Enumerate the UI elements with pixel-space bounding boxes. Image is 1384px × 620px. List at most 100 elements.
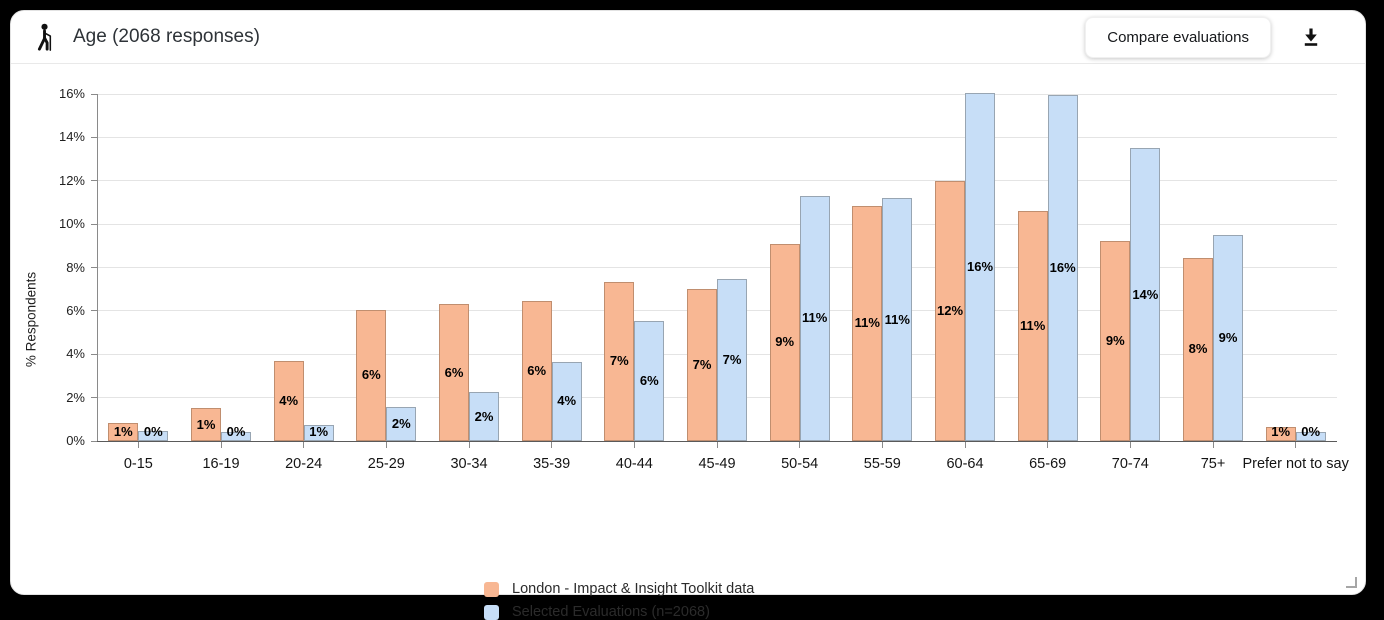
bar-london[interactable] <box>1183 257 1213 441</box>
bar-value-label: 1% <box>309 424 329 439</box>
bar-london[interactable] <box>191 408 221 441</box>
bar-value-label: 16% <box>1049 260 1076 276</box>
bar-london[interactable] <box>1017 211 1048 441</box>
bar-selected-evaluations[interactable] <box>634 320 665 441</box>
bar-value-label: 0% <box>143 424 163 439</box>
bar-value-label: 9% <box>1105 333 1125 349</box>
x-axis-tick <box>1295 442 1297 448</box>
bar-london[interactable] <box>687 289 717 441</box>
y-axis-tick <box>91 267 97 268</box>
grid-line <box>97 180 1337 182</box>
bar-selected-evaluations[interactable] <box>799 195 830 441</box>
y-axis-tick-label: 2% <box>66 389 85 405</box>
legend-item-selected[interactable]: Selected Evaluations (n=2068) <box>484 605 754 620</box>
x-axis-category-label: 30-34 <box>450 456 488 472</box>
bar-value-label: 4% <box>557 393 577 409</box>
x-axis-category-label: 35-39 <box>533 456 571 472</box>
x-axis-category-label: 45-49 <box>698 456 736 472</box>
bar-value-label: 11% <box>802 310 828 326</box>
bar-value-label: 12% <box>936 302 964 318</box>
bar-selected-evaluations[interactable] <box>469 392 499 441</box>
y-axis-tick <box>91 136 97 138</box>
y-axis-tick <box>91 310 97 312</box>
x-axis-category-label: 40-44 <box>615 456 653 472</box>
bar-selected-evaluations[interactable] <box>1130 148 1161 441</box>
y-axis-title: % Respondents <box>23 271 39 368</box>
y-axis-tick-label: 6% <box>66 302 85 318</box>
x-axis-tick <box>385 442 387 448</box>
y-axis-tick <box>91 180 97 182</box>
x-axis-tick <box>137 442 139 448</box>
bar-value-label: 6% <box>639 372 659 388</box>
bar-selected-evaluations[interactable] <box>1047 95 1078 441</box>
y-axis-tick-label: 0% <box>66 433 85 448</box>
bar-selected-evaluations[interactable] <box>138 431 169 441</box>
bar-value-label: 1% <box>196 416 216 432</box>
bar-selected-evaluations[interactable] <box>965 92 995 441</box>
bar-london[interactable] <box>108 422 139 441</box>
x-axis-tick <box>799 442 801 448</box>
x-axis-category-label: 65-69 <box>1029 456 1067 472</box>
y-axis-line <box>97 94 98 441</box>
x-axis-tick <box>716 442 718 448</box>
bar-value-label: 11% <box>884 311 910 327</box>
bar-value-label: 1% <box>1271 424 1291 439</box>
chart-title: Age (2068 responses) <box>73 26 260 47</box>
bar-london[interactable] <box>356 309 387 441</box>
bar-london[interactable] <box>935 180 965 441</box>
resize-handle[interactable] <box>1346 577 1357 588</box>
bar-selected-evaluations[interactable] <box>303 424 334 441</box>
compare-evaluations-button[interactable]: Compare evaluations <box>1085 16 1271 58</box>
grid-line <box>97 136 1337 138</box>
download-button[interactable] <box>1297 23 1325 51</box>
bar-value-label: 6% <box>361 367 381 383</box>
y-axis-tick-label: 16% <box>58 86 85 101</box>
bar-chart: % Respondents London - Impact & Insight … <box>11 64 1365 620</box>
x-axis-tick <box>1129 442 1131 448</box>
x-axis-line <box>97 441 1337 442</box>
bar-selected-evaluations[interactable] <box>386 407 417 441</box>
bar-value-label: 8% <box>1188 341 1208 357</box>
download-icon <box>1301 27 1321 47</box>
bar-selected-evaluations[interactable] <box>717 279 747 441</box>
bar-selected-evaluations[interactable] <box>882 198 913 441</box>
x-axis-tick <box>1212 442 1214 448</box>
x-axis-tick <box>468 442 470 448</box>
x-axis-category-label: 0-15 <box>123 456 153 472</box>
y-axis-tick-label: 4% <box>66 346 85 362</box>
bar-selected-evaluations[interactable] <box>1295 432 1326 441</box>
bar-value-label: 16% <box>966 258 994 274</box>
bar-london[interactable] <box>521 301 552 441</box>
bar-value-label: 6% <box>527 363 547 379</box>
x-axis-category-label: 70-74 <box>1111 456 1149 472</box>
bar-london[interactable] <box>1100 241 1131 441</box>
bar-value-label: 9% <box>1218 329 1238 345</box>
x-axis-tick <box>964 442 966 448</box>
bar-selected-evaluations[interactable] <box>221 432 251 441</box>
chart-legend: London - Impact & Insight Toolkit data S… <box>484 582 754 620</box>
bar-london[interactable] <box>769 243 800 441</box>
bar-london[interactable] <box>273 360 304 441</box>
bar-value-label: 0% <box>1301 424 1321 439</box>
legend-label: London - Impact & Insight Toolkit data <box>512 581 755 597</box>
bar-london[interactable] <box>604 281 635 441</box>
bar-value-label: 7% <box>609 353 629 369</box>
bar-london[interactable] <box>439 304 469 441</box>
bar-london[interactable] <box>1265 426 1296 441</box>
x-axis-tick <box>633 442 635 448</box>
elderly-person-icon <box>33 22 59 52</box>
bar-value-label: 0% <box>226 424 246 439</box>
legend-swatch-london <box>484 582 499 597</box>
grid-line <box>97 223 1337 225</box>
bar-selected-evaluations[interactable] <box>551 361 582 441</box>
y-axis-tick-label: 10% <box>58 216 85 232</box>
x-axis-category-label: 75+ <box>1200 456 1226 472</box>
bar-london[interactable] <box>852 205 883 441</box>
bar-value-label: 6% <box>444 364 464 380</box>
x-axis-category-label: 16-19 <box>202 456 240 472</box>
x-axis-tick <box>220 442 222 448</box>
legend-item-london[interactable]: London - Impact & Insight Toolkit data <box>484 582 754 597</box>
bar-value-label: 1% <box>113 423 133 439</box>
bar-value-label: 7% <box>692 357 712 373</box>
bar-selected-evaluations[interactable] <box>1213 234 1243 441</box>
